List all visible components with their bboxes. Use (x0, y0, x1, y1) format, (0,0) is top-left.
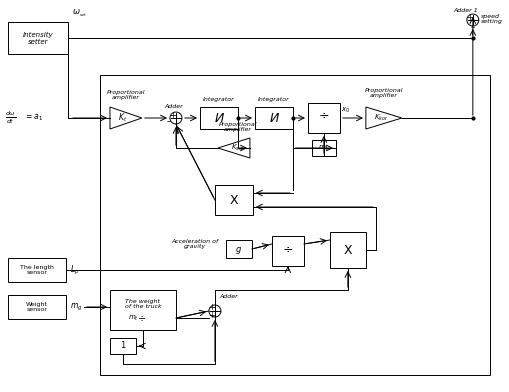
Text: speed
setting: speed setting (481, 14, 503, 24)
Text: И: И (214, 111, 223, 125)
Bar (226, 240, 252, 258)
Text: +: + (466, 13, 473, 22)
Text: $m_g$: $m_g$ (70, 301, 82, 312)
Text: Weight
sensor: Weight sensor (26, 301, 48, 312)
Text: X: X (344, 243, 352, 256)
Polygon shape (110, 107, 142, 129)
Text: $m_1$: $m_1$ (318, 143, 330, 152)
Text: g: g (236, 245, 242, 254)
Text: $\omega_{_{set}}$: $\omega_{_{set}}$ (72, 7, 88, 19)
Text: ÷: ÷ (319, 109, 329, 123)
Circle shape (209, 305, 221, 317)
Bar (110, 338, 136, 354)
Bar (8, 258, 66, 282)
Bar (308, 103, 340, 133)
Text: –: – (167, 118, 171, 127)
Bar (272, 236, 304, 266)
Text: $\frac{d\omega}{dt}$: $\frac{d\omega}{dt}$ (5, 110, 16, 126)
Bar (100, 75, 490, 375)
Polygon shape (366, 107, 402, 129)
Text: Integrator: Integrator (203, 96, 235, 102)
Text: Acceleration of
gravity: Acceleration of gravity (172, 239, 218, 249)
Bar (330, 232, 366, 268)
Text: Integrator: Integrator (258, 96, 290, 102)
Circle shape (467, 14, 479, 26)
Text: $=a_1$: $=a_1$ (24, 113, 43, 123)
Text: $K_t$: $K_t$ (118, 112, 127, 124)
Text: $K_{sw}$: $K_{sw}$ (231, 143, 244, 153)
Bar (255, 107, 293, 129)
Circle shape (170, 112, 182, 124)
Bar (8, 295, 66, 319)
Bar (110, 290, 176, 330)
Text: –: – (471, 24, 475, 33)
Text: $x_0$: $x_0$ (341, 106, 350, 115)
Polygon shape (218, 138, 250, 158)
Text: ÷: ÷ (138, 313, 146, 323)
Bar (215, 185, 253, 215)
Text: $L_p$: $L_p$ (70, 263, 79, 276)
Text: 1: 1 (120, 341, 126, 350)
Text: Proportional
amplifier: Proportional amplifier (219, 122, 257, 132)
Text: The weight
of the truck: The weight of the truck (125, 299, 161, 309)
Text: X: X (230, 194, 238, 207)
Text: Proportional
amplifier: Proportional amplifier (107, 90, 145, 100)
Text: Adder: Adder (219, 294, 238, 299)
Text: +: + (209, 312, 215, 321)
Text: +: + (209, 303, 215, 312)
Text: И: И (269, 111, 278, 125)
Text: +: + (169, 111, 177, 120)
Bar (312, 140, 336, 156)
Text: ÷: ÷ (282, 243, 293, 256)
Bar (200, 107, 238, 129)
Text: Intensity
setter: Intensity setter (23, 31, 53, 45)
Text: $K_{kor}$: $K_{kor}$ (374, 113, 388, 123)
Text: Proportional
amplifier: Proportional amplifier (364, 87, 403, 98)
Text: Adder: Adder (164, 103, 183, 109)
Text: Adder 1: Adder 1 (453, 7, 477, 13)
Text: The length
sensor: The length sensor (20, 265, 54, 276)
Bar (8, 22, 68, 54)
Text: $m_t$: $m_t$ (128, 313, 139, 323)
